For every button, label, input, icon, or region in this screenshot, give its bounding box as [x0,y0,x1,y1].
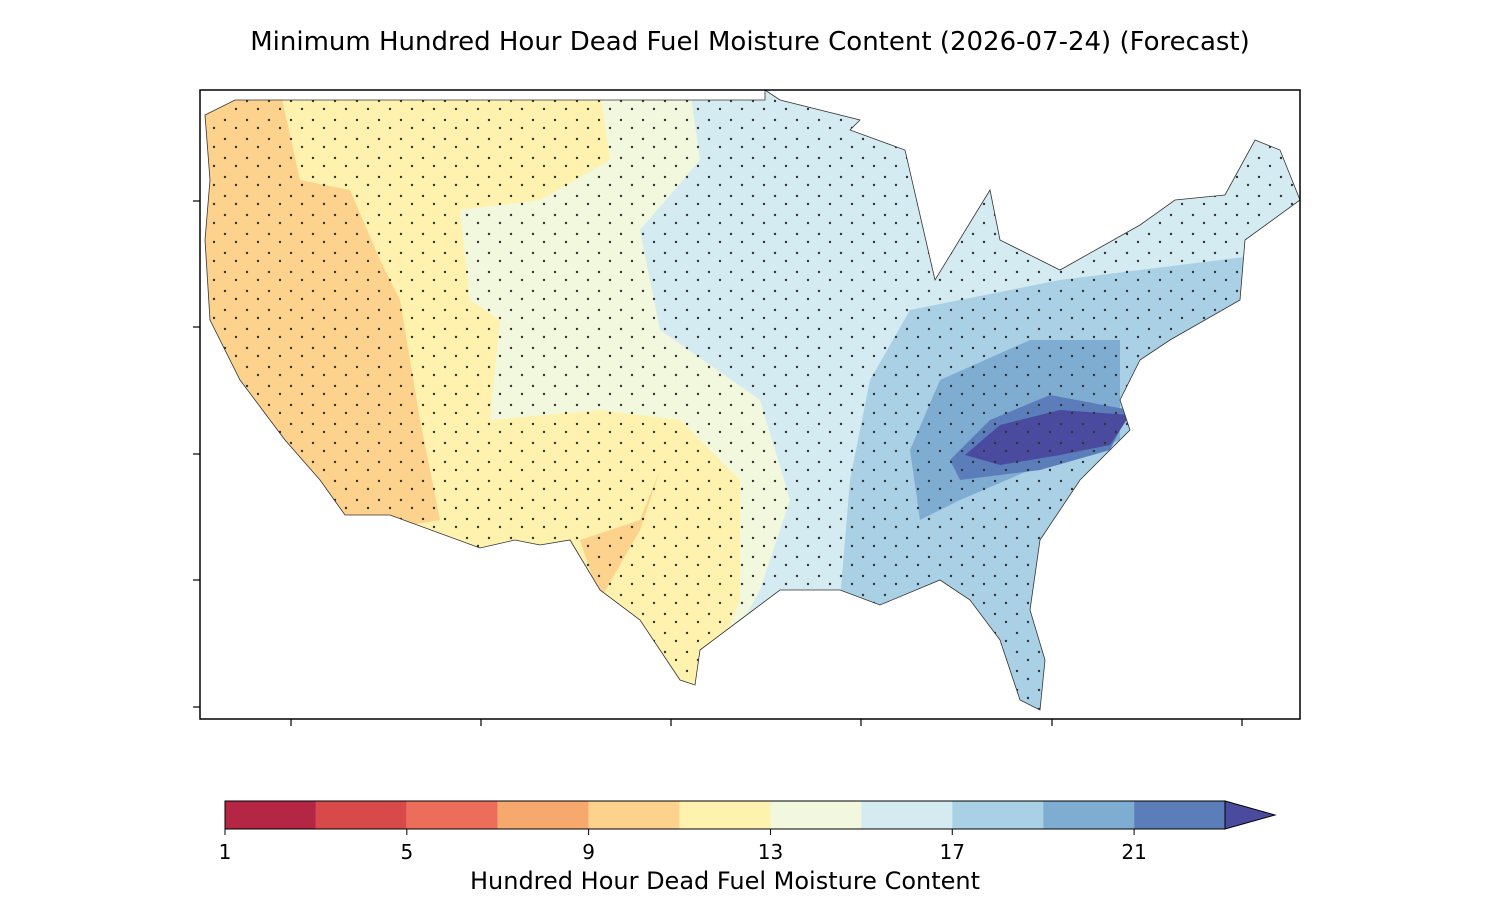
colorbar-segment [679,801,771,829]
colorbar-tick-label: 9 [582,840,595,864]
colorbar-extend [1224,800,1277,830]
colorbar-segment [588,801,680,829]
colorbar-segment [1043,801,1135,829]
colorbar-segment [406,801,498,829]
colorbar-tick-label: 21 [1121,840,1146,864]
colorbar-segment [497,801,589,829]
colorbar-tick-label: 17 [940,840,965,864]
colorbar-segment [861,801,953,829]
colorbar-label: Hundred Hour Dead Fuel Moisture Content [470,867,980,895]
map-fill [205,90,1300,710]
colorbar-segment [770,801,862,829]
colorbar-segment [952,801,1044,829]
colorbar-tick-label: 13 [758,840,783,864]
colorbar-segment [225,801,316,829]
country-outline [204,89,1301,711]
colorbar-segment [315,801,407,829]
axis-ticks [193,200,1243,726]
map-title: Minimum Hundred Hour Dead Fuel Moisture … [250,27,1250,57]
colorbar-tick-label: 1 [219,840,232,864]
colorbar-frame [224,800,1226,830]
colorbar-tick-label: 5 [400,840,413,864]
colorbar-segment [1134,801,1225,829]
stations [205,90,1300,710]
map-frame [199,89,1301,720]
